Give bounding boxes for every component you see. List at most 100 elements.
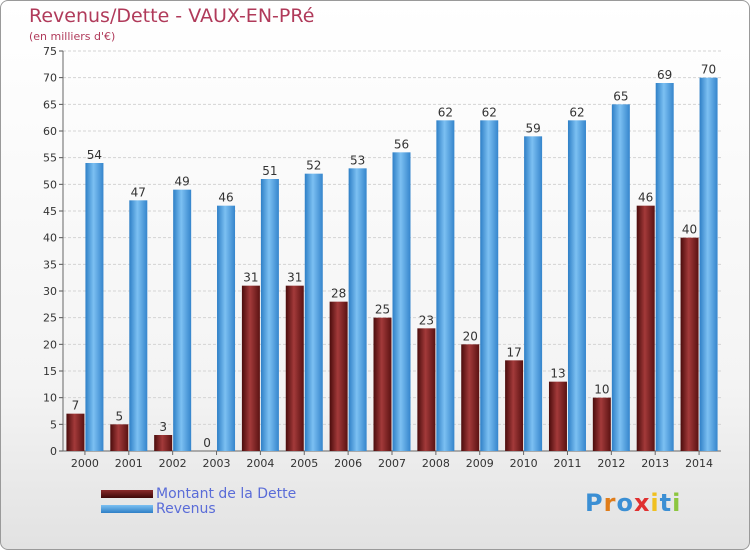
chart-title: Revenus/Dette - VAUX-EN-PRé <box>29 5 315 27</box>
legend-swatch-debt <box>101 490 153 498</box>
data-label-revenus: 62 <box>569 105 584 119</box>
y-tick-label: 10 <box>43 392 57 405</box>
bar-debt <box>636 205 655 451</box>
data-label-revenus: 69 <box>657 68 672 82</box>
data-label-debt: 17 <box>506 345 521 359</box>
bar-revenus <box>392 152 411 452</box>
bar-debt <box>66 413 85 451</box>
data-label-revenus: 49 <box>175 175 190 189</box>
data-label-debt: 31 <box>287 271 302 285</box>
bar-revenus <box>304 173 323 451</box>
data-label-debt: 13 <box>550 367 565 381</box>
y-tick-label: 35 <box>43 258 57 271</box>
x-tick-label: 2013 <box>641 457 669 470</box>
bar-revenus <box>699 77 718 452</box>
data-label-revenus: 47 <box>131 185 146 199</box>
bar-debt <box>373 317 392 451</box>
x-tick-label: 2008 <box>422 457 450 470</box>
legend-label-debt: Montant de la Dette <box>156 486 297 502</box>
data-label-revenus: 59 <box>525 121 540 135</box>
data-label-debt: 0 <box>203 436 211 450</box>
x-tick-label: 2007 <box>378 457 406 470</box>
y-tick-label: 40 <box>43 232 57 245</box>
bar-debt <box>329 301 348 451</box>
bar-debt <box>548 381 567 451</box>
bar-debt <box>285 285 304 451</box>
bar-revenus <box>348 168 367 452</box>
x-tick-label: 2011 <box>553 457 581 470</box>
bar-revenus <box>173 189 192 451</box>
x-tick-label: 2014 <box>685 457 713 470</box>
data-label-revenus: 54 <box>87 148 102 162</box>
logo-letter: x <box>633 489 651 517</box>
bar-revenus <box>655 83 674 451</box>
data-label-debt: 20 <box>463 329 478 343</box>
x-tick-label: 2010 <box>510 457 538 470</box>
bar-debt <box>417 328 436 451</box>
y-tick-label: 55 <box>43 152 57 165</box>
y-tick-label: 20 <box>43 338 57 351</box>
bar-revenus <box>436 120 455 451</box>
x-tick-label: 2004 <box>246 457 274 470</box>
y-tick-label: 50 <box>43 178 57 191</box>
bar-revenus <box>129 200 148 451</box>
x-tick-label: 2009 <box>466 457 494 470</box>
bar-debt <box>110 424 129 451</box>
y-tick-label: 15 <box>43 365 57 378</box>
data-label-debt: 46 <box>638 191 653 205</box>
x-tick-label: 2002 <box>159 457 187 470</box>
bar-revenus <box>85 163 104 451</box>
bar-revenus <box>480 120 499 451</box>
data-label-debt: 10 <box>594 383 609 397</box>
logo-letter: r <box>603 489 617 517</box>
bar-debt <box>241 285 260 451</box>
data-label-revenus: 53 <box>350 153 365 167</box>
data-label-revenus: 65 <box>613 89 628 103</box>
bar-debt <box>461 344 480 451</box>
x-tick-label: 2006 <box>334 457 362 470</box>
data-label-debt: 7 <box>72 399 80 413</box>
bar-revenus <box>260 179 279 451</box>
data-label-revenus: 70 <box>701 63 716 77</box>
data-label-revenus: 52 <box>306 159 321 173</box>
y-tick-label: 70 <box>43 72 57 85</box>
data-label-debt: 25 <box>375 303 390 317</box>
bar-revenus <box>611 104 630 451</box>
legend-swatch-revenus <box>101 505 153 513</box>
logo-letter: i <box>672 489 682 517</box>
x-tick-label: 2005 <box>290 457 318 470</box>
proxiti-logo: Proxiti <box>585 489 681 517</box>
y-tick-label: 65 <box>43 98 57 111</box>
y-tick-label: 60 <box>43 125 57 138</box>
data-label-debt: 31 <box>243 271 258 285</box>
bar-debt <box>154 435 173 451</box>
logo-letter: P <box>585 489 604 517</box>
bar-debt <box>592 397 611 451</box>
bar-revenus <box>567 120 586 451</box>
y-tick-label: 30 <box>43 285 57 298</box>
x-tick-label: 2000 <box>71 457 99 470</box>
y-tick-label: 45 <box>43 205 57 218</box>
bar-revenus <box>524 136 543 452</box>
data-label-debt: 3 <box>159 420 167 434</box>
x-tick-label: 2001 <box>115 457 143 470</box>
data-label-revenus: 62 <box>482 105 497 119</box>
bar-debt <box>505 360 524 451</box>
x-tick-label: 2012 <box>597 457 625 470</box>
y-tick-label: 25 <box>43 312 57 325</box>
data-label-revenus: 56 <box>394 137 409 151</box>
y-tick-label: 75 <box>43 45 57 58</box>
bar-debt <box>680 237 699 451</box>
logo-letter: t <box>659 489 673 517</box>
data-label-revenus: 62 <box>438 105 453 119</box>
data-label-debt: 5 <box>115 409 123 423</box>
data-label-debt: 40 <box>682 223 697 237</box>
data-label-debt: 23 <box>419 313 434 327</box>
y-tick-label: 0 <box>50 445 57 458</box>
chart-subtitle: (en milliers d'€) <box>29 30 116 43</box>
logo-letter: o <box>616 489 634 517</box>
data-label-revenus: 46 <box>218 191 233 205</box>
logo-letter: i <box>650 489 660 517</box>
